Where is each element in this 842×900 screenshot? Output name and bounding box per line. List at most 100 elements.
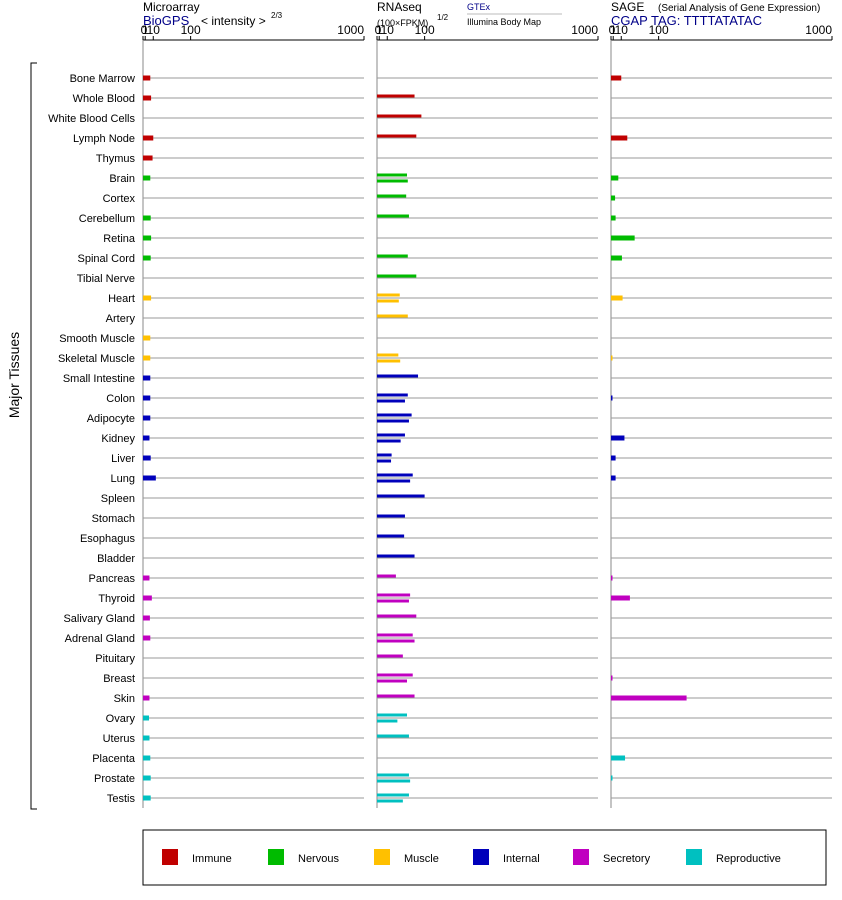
tissue-label: Colon [106, 393, 135, 405]
rnaseq-title: RNAseq [377, 0, 422, 14]
microarray-bar [143, 775, 151, 781]
rnaseq-bar [377, 393, 408, 397]
sage-bar [611, 255, 622, 261]
legend-swatch-muscle [374, 849, 390, 865]
microarray-unit: < intensity > [201, 14, 266, 28]
y-axis-bracket [30, 62, 37, 810]
microarray-bar [143, 475, 156, 481]
tissue-label: Adipocyte [87, 413, 135, 425]
sage-bar [611, 775, 613, 781]
rnaseq-bar [377, 413, 412, 417]
tissue-label: Pancreas [89, 573, 136, 585]
sage-tick-label: 1000 [805, 23, 832, 37]
rnaseq-bar [377, 554, 415, 558]
legend-label-nervous: Nervous [298, 853, 339, 865]
tissue-label: Spinal Cord [78, 253, 135, 265]
rnaseq-bar [377, 194, 407, 198]
sage-bar [611, 595, 630, 601]
microarray-bar [143, 155, 153, 161]
rnaseq-bar [377, 773, 409, 777]
microarray-bar [143, 755, 151, 761]
tissue-label: Prostate [94, 773, 135, 785]
rnaseq-bar [377, 614, 417, 618]
rnaseq-bar [377, 713, 407, 717]
microarray-bar [143, 135, 154, 141]
sage-tag: CGAP TAG: TTTTATATAC [611, 13, 762, 28]
microarray-bar [143, 335, 151, 341]
microarray-bar [143, 415, 151, 421]
rnaseq-bar [377, 179, 408, 183]
sage-subtitle: (Serial Analysis of Gene Expression) [658, 3, 820, 14]
rnaseq-bar [377, 173, 407, 177]
rnaseq-bar [377, 399, 405, 403]
rnaseq-source-gtex: GTEx [467, 2, 491, 12]
tissue-label: White Blood Cells [48, 113, 135, 125]
tissue-label: Smooth Muscle [59, 333, 135, 345]
tissue-label: Thyroid [98, 593, 135, 605]
sage-bar [611, 215, 616, 221]
microarray-tick-label: 1 [142, 23, 149, 37]
microarray-bar [143, 215, 151, 221]
y-axis-label: Major Tissues [6, 332, 22, 418]
rnaseq-unit: (100×FPKM) [377, 18, 428, 28]
rnaseq-bar [377, 254, 408, 258]
rnaseq-bar [377, 494, 425, 498]
rnaseq-bar [377, 514, 405, 518]
rnaseq-tick-label: 100 [415, 23, 435, 37]
microarray-tick-label: 10 [147, 23, 161, 37]
microarray-bar [143, 575, 150, 581]
rnaseq-bar [377, 419, 409, 423]
rnaseq-bar [377, 94, 415, 98]
microarray-tick-label: 0 [141, 23, 148, 37]
tissue-label: Placenta [92, 753, 136, 765]
tissue-label: Stomach [92, 513, 135, 525]
sage-title: SAGE [611, 0, 644, 14]
microarray-unit-exponent: 2/3 [271, 11, 283, 20]
rnaseq-bar [377, 599, 409, 603]
rnaseq-bar [377, 299, 399, 303]
sage-bar [611, 175, 619, 181]
tissue-label: Adrenal Gland [65, 633, 135, 645]
rnaseq-bar [377, 473, 413, 477]
rnaseq-bar [377, 679, 407, 683]
microarray-bar [143, 435, 150, 441]
microarray-bar [143, 75, 151, 81]
rnaseq-bar [377, 274, 417, 278]
legend: Immune Nervous Muscle Internal Secretory Repr… [162, 849, 781, 865]
sage-bar [611, 135, 628, 141]
rnaseq-tick-label: 0 [375, 23, 382, 37]
microarray-bar [143, 715, 150, 721]
microarray-bar [143, 795, 151, 801]
microarray-bar [143, 235, 152, 241]
rnaseq-bar [377, 639, 415, 643]
sage-bar [611, 695, 687, 701]
rnaseq-bar [377, 374, 419, 378]
rnaseq-unit-exponent: 1/2 [437, 13, 449, 22]
legend-swatch-reproductive [686, 849, 702, 865]
sage-bar [611, 235, 635, 241]
legend-label-reproductive: Reproductive [716, 853, 781, 865]
microarray-tick-label: 100 [181, 23, 201, 37]
microarray-bar [143, 695, 150, 701]
tissue-labels: Bone Marrow Whole Blood White Blood Cells L… [48, 73, 136, 805]
microarray-bar [143, 635, 151, 641]
microarray-bar [143, 295, 152, 301]
legend-label-muscle: Muscle [404, 853, 439, 865]
sage-bar [611, 475, 616, 481]
legend-swatch-nervous [268, 849, 284, 865]
microarray-bar [143, 615, 150, 621]
rnaseq-bar [377, 734, 409, 738]
legend-label-internal: Internal [503, 853, 540, 865]
tissue-label: Retina [103, 233, 136, 245]
sage-header: SAGE (Serial Analysis of Gene Expression… [611, 0, 820, 28]
rnaseq-bar [377, 293, 400, 297]
tissue-label: Kidney [101, 433, 135, 445]
legend-label-immune: Immune [192, 853, 232, 865]
microarray-source: BioGPS [143, 13, 190, 28]
legend-label-secretory: Secretory [603, 853, 651, 865]
rnaseq-bar [377, 359, 401, 363]
tissue-label: Tibial Nerve [77, 273, 135, 285]
rnaseq-bar [377, 534, 405, 538]
